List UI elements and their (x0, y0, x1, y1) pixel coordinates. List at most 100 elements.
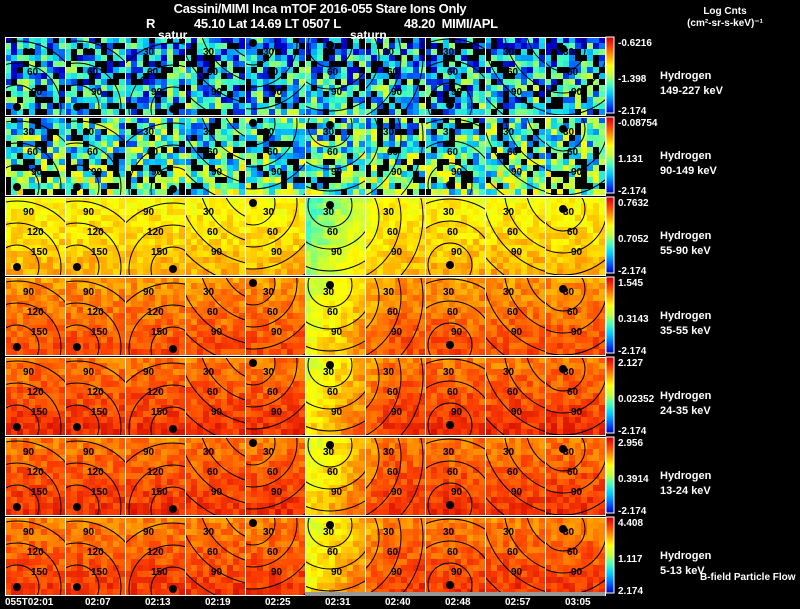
sky-image (185, 117, 245, 195)
bfield-direction-marker (326, 361, 334, 369)
pitch-angle-contour (425, 438, 485, 450)
pitch-angle-contour (5, 404, 40, 435)
colorbar (605, 436, 615, 514)
colorbar-max-label: 2.956 (618, 438, 644, 449)
bfield-direction-marker (261, 13, 269, 21)
energy-channel-label: Hydrogen 13-24 keV (660, 469, 711, 499)
contour-label: 30 (263, 527, 275, 538)
pitch-angle-contour (427, 562, 473, 595)
contour-label: 120 (27, 547, 44, 558)
pitch-angle-contour (65, 200, 125, 223)
pitch-angle-contour (400, 437, 424, 515)
sky-image (245, 37, 305, 115)
contour-label: 60 (267, 227, 279, 238)
contour-label: 90 (23, 207, 35, 218)
contour-label: 30 (563, 47, 575, 58)
contour-label: 30 (83, 127, 95, 138)
contour-label: 150 (151, 407, 168, 418)
time-tick-label: 02:13 (145, 597, 171, 608)
pitch-angle-contour (365, 37, 380, 90)
pitch-angle-contour (5, 84, 40, 115)
pitch-angle-contour (365, 277, 402, 355)
pitch-angle-contour (5, 564, 40, 595)
bfield-direction-marker (169, 425, 177, 433)
contour-label: 60 (327, 67, 339, 78)
bfield-direction-marker (446, 101, 454, 109)
bfield-direction-marker (249, 519, 257, 527)
pitch-angle-contour (307, 357, 353, 388)
bfield-direction-marker (326, 121, 334, 129)
pitch-angle-contour (243, 0, 287, 39)
contour-label: 30 (203, 367, 215, 378)
contour-label: 30 (143, 127, 155, 138)
pitch-angle-contour (245, 37, 298, 88)
sky-image (125, 37, 185, 115)
sky-image (185, 277, 245, 355)
pitch-angle-contour (65, 484, 100, 515)
contour-label: 60 (327, 147, 339, 158)
contour-label: 30 (443, 287, 455, 298)
contour-label: 60 (207, 227, 219, 238)
pitch-angle-contour (125, 282, 185, 305)
sky-image (305, 197, 365, 275)
pitch-angle-contour (365, 517, 402, 595)
sky-image (125, 357, 185, 435)
pitch-angle-contour (65, 244, 100, 275)
pitch-angle-contour (5, 280, 65, 303)
pitch-angle-contour (65, 120, 125, 143)
pitch-angle-contour (365, 117, 402, 195)
energy-range: 55-90 keV (660, 245, 711, 257)
pitch-angle-contour (305, 550, 365, 570)
contour-label: 60 (267, 307, 279, 318)
pitch-angle-contour (427, 402, 473, 435)
contour-label: 90 (211, 407, 223, 418)
contour-label: 60 (267, 387, 279, 398)
pitch-angle-contour (65, 40, 125, 63)
sky-image (545, 437, 605, 515)
pitch-angle-contour (125, 42, 185, 65)
contour-label: 150 (151, 247, 168, 258)
bfield-direction-marker (249, 279, 257, 287)
subtitle-r-label: R (146, 16, 156, 31)
sky-image (5, 117, 65, 195)
contour-label: 120 (87, 547, 104, 558)
pitch-angle-contour (245, 162, 305, 190)
pitch-angle-contour (425, 60, 485, 80)
energy-range: 24-35 keV (660, 405, 711, 417)
contour-label: 30 (503, 367, 515, 378)
sky-image (545, 277, 605, 355)
bfield-direction-marker (249, 39, 257, 47)
pitch-angle-contour (65, 440, 125, 463)
pitch-angle-contour (150, 326, 185, 355)
sky-image (245, 357, 305, 435)
pitch-angle-contour (400, 277, 424, 355)
pitch-angle-contour (65, 84, 100, 115)
pitch-angle-contour (545, 277, 605, 334)
pitch-angle-contour (5, 164, 40, 195)
contour-label: 60 (207, 467, 219, 478)
pitch-angle-contour (545, 517, 605, 574)
pitch-angle-contour (128, 64, 185, 115)
contour-label: 30 (323, 527, 335, 538)
contour-label: 30 (203, 527, 215, 538)
energy-channel-label: Hydrogen 24-35 keV (660, 389, 711, 419)
contour-label: 60 (387, 547, 399, 558)
contour-label: 60 (567, 147, 579, 158)
pitch-angle-contour (5, 542, 62, 595)
bfield-direction-marker (169, 185, 177, 193)
contour-label: 60 (387, 387, 399, 398)
bfield-direction-marker (559, 125, 567, 133)
contour-label: 90 (23, 367, 35, 378)
pitch-angle-contour (305, 260, 365, 272)
pitch-angle-contour (305, 340, 365, 352)
contour-label: 60 (507, 307, 519, 318)
contour-label: 90 (511, 87, 523, 98)
contour-label: 90 (331, 407, 343, 418)
pitch-angle-contour (307, 437, 353, 468)
contour-label: 90 (391, 407, 403, 418)
contour-label: 60 (327, 227, 339, 238)
colorbar-max-label: 0.7632 (618, 198, 649, 209)
sky-image (365, 37, 425, 115)
contour-label: 60 (447, 227, 459, 238)
contour-label: 120 (27, 387, 44, 398)
